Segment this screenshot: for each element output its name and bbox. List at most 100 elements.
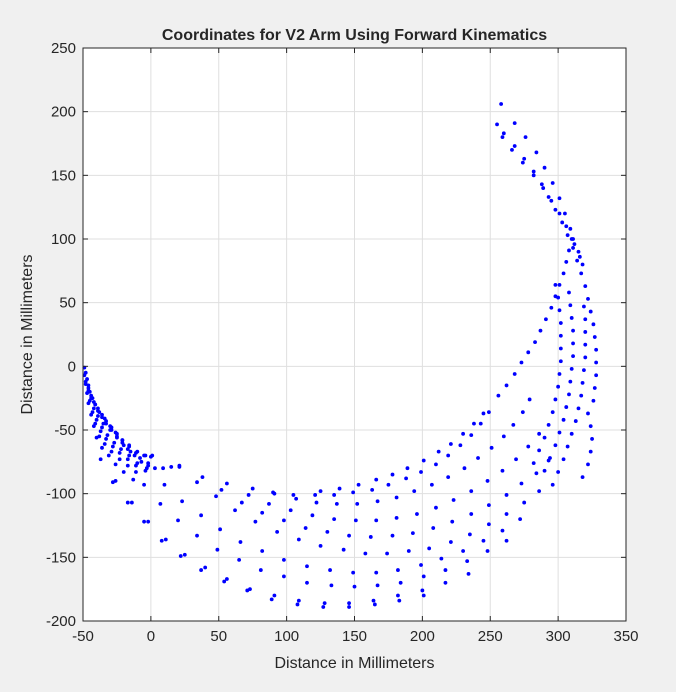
data-point bbox=[558, 359, 563, 364]
data-point bbox=[557, 196, 562, 201]
data-point bbox=[541, 186, 546, 190]
data-point bbox=[134, 463, 138, 468]
data-point bbox=[486, 522, 491, 527]
data-point bbox=[351, 570, 356, 575]
data-point bbox=[478, 421, 483, 426]
data-point bbox=[523, 135, 528, 140]
data-point bbox=[469, 512, 474, 516]
data-point bbox=[332, 517, 337, 522]
data-point bbox=[512, 144, 517, 148]
y-tick-label: -100 bbox=[46, 486, 76, 503]
data-point bbox=[469, 433, 474, 437]
data-point bbox=[105, 433, 110, 437]
data-point bbox=[537, 489, 542, 494]
data-point bbox=[504, 538, 509, 543]
x-tick-label: 100 bbox=[274, 628, 299, 645]
data-point bbox=[583, 355, 588, 360]
data-point bbox=[314, 500, 319, 505]
data-point bbox=[556, 295, 561, 300]
chart-title: Coordinates for V2 Arm Using Forward Kin… bbox=[162, 27, 547, 44]
data-point bbox=[372, 602, 377, 607]
data-point bbox=[419, 563, 423, 567]
data-point bbox=[582, 368, 586, 373]
data-point bbox=[567, 248, 571, 253]
data-point bbox=[260, 549, 265, 553]
data-point bbox=[119, 447, 123, 451]
data-point bbox=[100, 425, 104, 430]
data-point bbox=[583, 317, 588, 322]
data-point bbox=[97, 410, 102, 415]
data-point bbox=[446, 475, 451, 480]
data-point bbox=[591, 398, 596, 403]
data-point bbox=[526, 350, 531, 355]
y-tick-label: -50 bbox=[54, 422, 76, 439]
data-point bbox=[394, 495, 399, 500]
data-point bbox=[569, 366, 574, 371]
data-point bbox=[224, 577, 229, 581]
data-point bbox=[239, 500, 244, 505]
data-point bbox=[594, 347, 599, 352]
data-point bbox=[550, 482, 555, 487]
data-point bbox=[288, 508, 293, 513]
data-point bbox=[98, 457, 103, 462]
y-tick-label: 50 bbox=[59, 295, 76, 312]
data-point bbox=[565, 444, 570, 449]
data-point bbox=[594, 360, 599, 365]
data-point bbox=[250, 486, 255, 491]
data-point bbox=[146, 519, 151, 524]
data-point bbox=[531, 173, 536, 178]
data-point bbox=[560, 220, 565, 225]
x-tick-label: 350 bbox=[613, 628, 638, 645]
data-point bbox=[489, 445, 494, 450]
data-point bbox=[564, 224, 569, 229]
data-point bbox=[374, 518, 379, 523]
data-point bbox=[162, 482, 167, 487]
data-point bbox=[218, 527, 223, 532]
data-point bbox=[120, 438, 125, 443]
data-point bbox=[531, 461, 536, 466]
data-point bbox=[112, 440, 117, 445]
data-point bbox=[557, 372, 562, 376]
data-point bbox=[485, 549, 490, 553]
data-point bbox=[511, 423, 516, 427]
data-point bbox=[224, 481, 229, 486]
data-point bbox=[520, 160, 525, 165]
data-point bbox=[351, 490, 356, 495]
data-point bbox=[131, 477, 136, 482]
data-point bbox=[318, 489, 323, 494]
y-tick-label: -200 bbox=[46, 613, 76, 630]
data-point bbox=[580, 380, 585, 385]
y-tick-label: -150 bbox=[46, 549, 76, 566]
data-point bbox=[546, 423, 551, 427]
data-point bbox=[557, 430, 562, 435]
data-point bbox=[522, 500, 527, 505]
y-axis-label: Distance in Millimeters bbox=[19, 254, 36, 414]
data-point bbox=[500, 135, 505, 140]
data-point bbox=[549, 198, 554, 203]
data-point bbox=[94, 417, 99, 422]
data-point bbox=[558, 346, 563, 351]
data-point bbox=[496, 393, 501, 398]
data-point bbox=[125, 457, 130, 462]
data-point bbox=[592, 386, 597, 390]
data-point bbox=[163, 537, 168, 542]
data-point bbox=[328, 568, 332, 572]
data-point bbox=[375, 499, 380, 504]
data-point bbox=[461, 549, 465, 553]
data-point bbox=[94, 435, 99, 440]
data-point bbox=[233, 508, 237, 513]
data-point bbox=[583, 284, 588, 289]
data-point bbox=[461, 431, 465, 436]
data-point bbox=[182, 552, 187, 557]
data-point bbox=[472, 421, 476, 426]
data-point bbox=[443, 580, 448, 585]
data-point bbox=[253, 519, 258, 524]
data-point bbox=[586, 296, 590, 301]
data-point bbox=[294, 496, 299, 501]
data-point bbox=[322, 601, 327, 606]
data-point bbox=[89, 412, 94, 417]
data-point bbox=[419, 470, 423, 474]
x-axis-label: Distance in Millimeters bbox=[274, 655, 434, 672]
data-point bbox=[412, 489, 417, 494]
